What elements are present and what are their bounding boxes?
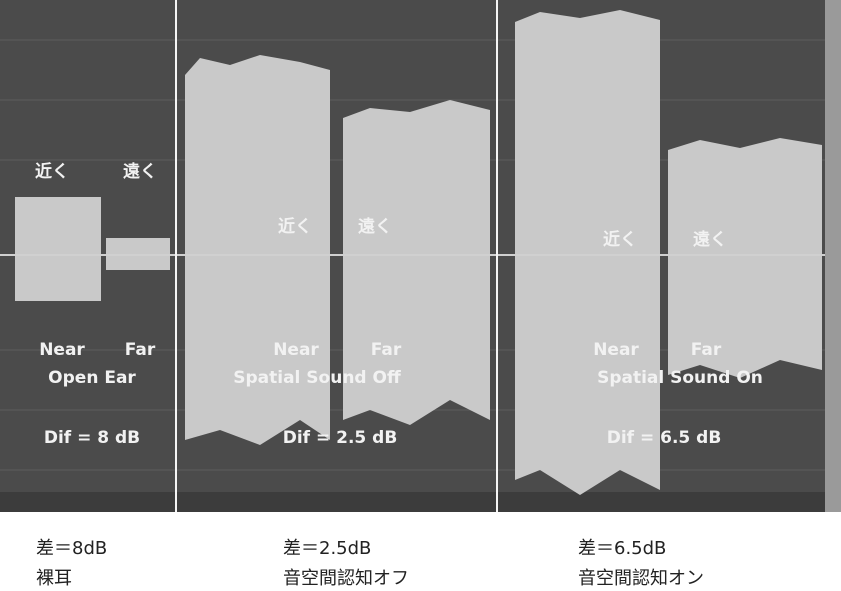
- label-near: Near: [39, 340, 85, 360]
- label-far: Far: [371, 340, 402, 360]
- caption-dif: 差＝6.5dB: [578, 538, 666, 559]
- label-far: Far: [125, 340, 156, 360]
- label-dif: Dif = 2.5 dB: [283, 428, 398, 448]
- level-scale: [825, 0, 841, 512]
- caption-condition: 音空間認知オン: [578, 568, 704, 589]
- label-condition: Open Ear: [48, 368, 136, 388]
- label-dif: Dif = 6.5 dB: [607, 428, 722, 448]
- label-condition: Spatial Sound Off: [233, 368, 401, 388]
- caption-dif: 差＝2.5dB: [283, 538, 371, 559]
- label-near: Near: [593, 340, 639, 360]
- figure: 近く 遠く Near Far Open Ear Dif = 8 dB 近く 遠く…: [0, 0, 841, 591]
- label-near-jp: 近く: [35, 161, 69, 182]
- label-far-jp: 遠く: [123, 162, 157, 182]
- label-dif: Dif = 8 dB: [44, 428, 140, 448]
- caption-condition: 音空間認知オフ: [283, 568, 409, 589]
- caption-condition: 裸耳: [36, 568, 72, 589]
- label-far-jp: 遠く: [358, 217, 392, 237]
- label-near: Near: [273, 340, 319, 360]
- label-near-jp: 近く: [278, 216, 312, 237]
- label-condition: Spatial Sound On: [597, 368, 763, 388]
- label-far: Far: [691, 340, 722, 360]
- time-axis: [0, 492, 825, 512]
- label-far-jp: 遠く: [693, 230, 727, 250]
- caption-dif: 差＝8dB: [36, 538, 107, 559]
- label-near-jp: 近く: [603, 229, 637, 250]
